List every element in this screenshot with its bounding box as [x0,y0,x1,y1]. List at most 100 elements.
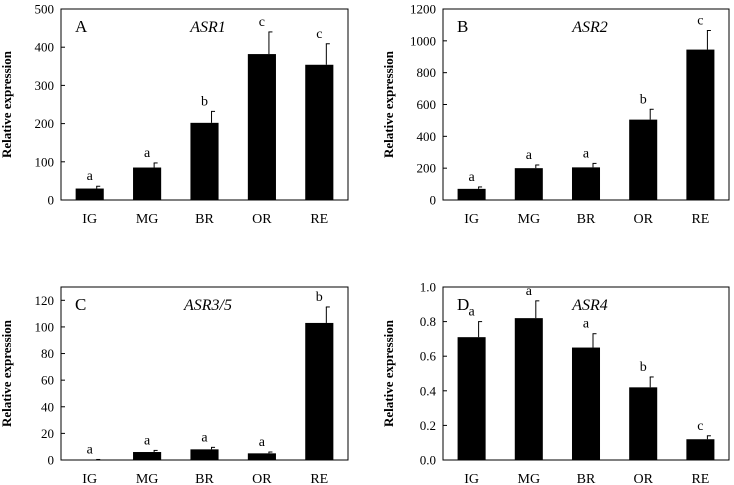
significance-letter: a [526,148,533,163]
x-tick-label: BR [577,472,596,485]
y-axis-label: Relative expression [381,319,396,427]
x-tick-label: BR [577,212,596,227]
significance-letter: a [87,442,94,457]
bar-br [190,122,219,200]
x-tick-label: RE [310,212,328,227]
chart-title: ASR3/5 [183,297,232,314]
y-tick-label: 0.4 [420,383,437,398]
y-tick-label: 1000 [410,33,436,48]
panel-b: 0 200 400 600 800 1000 1200 Relative expression… [381,2,730,227]
y-tick-label: 0.0 [420,453,436,468]
y-tick-label: 1.0 [420,280,436,295]
y-tick-label: 400 [417,129,437,144]
x-tick-label: OR [633,212,653,227]
significance-letter: a [144,433,151,448]
bar-ig [457,337,486,460]
significance-letter: b [316,290,323,305]
significance-letter: c [697,13,703,28]
y-tick-label: 200 [417,161,437,176]
panel-letter: D [457,295,469,314]
x-tick-label: IG [82,472,97,485]
x-tick-label: MG [518,212,541,227]
x-tick-label: OR [633,472,653,485]
chart-title: ASR2 [571,19,608,36]
y-tick-label: 20 [41,426,54,441]
y-axis-label: Relative expression [0,319,14,427]
significance-letter: c [259,15,265,30]
x-tick-label: BR [195,472,214,485]
significance-letter: a [583,146,590,161]
bar-or [629,119,658,200]
y-tick-label: 0.2 [420,418,436,433]
bar-ig [75,459,104,461]
bar-mg [514,168,543,200]
bar-br [571,347,601,460]
significance-letter: a [583,317,590,332]
y-tick-label: 0.6 [420,349,437,364]
x-tick-label: RE [310,472,328,485]
bar-mg [133,452,162,460]
x-tick-label: OR [252,472,272,485]
panel-letter: C [75,295,86,314]
bar-or [629,387,658,460]
bar-or [247,453,276,460]
chart-title: ASR1 [189,19,226,36]
panel-letter: A [75,17,88,36]
bar-re [305,322,334,460]
significance-letter: a [259,435,266,450]
significance-letter: a [468,170,475,185]
panel-d: 0.0 0.2 0.4 0.6 0.8 1.0 Relative expression D AS… [381,280,730,485]
y-tick-label: 100 [35,319,55,334]
significance-letter: c [697,419,703,434]
y-tick-label: 100 [35,154,55,169]
x-tick-label: RE [691,472,709,485]
bar-mg [133,167,162,200]
x-tick-label: RE [691,212,709,227]
significance-letter: a [87,169,94,184]
y-tick-label: 200 [35,116,55,131]
y-tick-label: 400 [35,40,55,55]
y-tick-label: 0.8 [420,314,436,329]
bar-re [305,64,334,200]
y-tick-label: 40 [41,399,54,414]
x-tick-label: IG [464,212,479,227]
significance-letter: a [526,284,533,299]
bar-br [571,167,601,200]
x-tick-label: MG [518,472,541,485]
y-tick-label: 0 [48,193,55,208]
panel-letter: B [457,17,468,36]
significance-letter: b [201,94,208,109]
x-tick-label: IG [82,212,97,227]
y-tick-label: 1200 [410,2,436,17]
x-tick-label: MG [136,472,159,485]
y-tick-label: 0 [430,193,437,208]
significance-letter: a [201,430,208,445]
y-tick-label: 800 [417,65,437,80]
x-tick-label: MG [136,212,159,227]
y-tick-label: 80 [41,346,54,361]
bar-br [190,449,219,460]
bar-re [686,439,715,460]
significance-letter: b [640,92,647,107]
y-tick-label: 0 [48,453,55,468]
significance-letter: c [316,27,322,42]
y-tick-label: 120 [35,293,55,308]
chart-title: ASR4 [571,297,608,314]
significance-letter: b [640,360,647,375]
x-tick-label: BR [195,212,214,227]
bar-ig [457,188,486,200]
panel-c: 0 20 40 60 80 100 120 Relative expression C ASR3/… [0,286,349,485]
bar-mg [514,318,543,460]
x-tick-label: IG [464,472,479,485]
significance-letter: a [468,305,475,320]
y-tick-label: 300 [35,78,55,93]
bar-ig [75,188,104,200]
y-tick-label: 500 [35,2,55,17]
y-axis-label: Relative expression [0,50,14,158]
y-tick-label: 60 [41,373,54,388]
bar-or [247,54,276,200]
panel-a: 0 100 200 300 400 500 Relative expression A ASR1… [0,2,349,227]
x-tick-label: OR [252,212,272,227]
significance-letter: a [144,146,151,161]
